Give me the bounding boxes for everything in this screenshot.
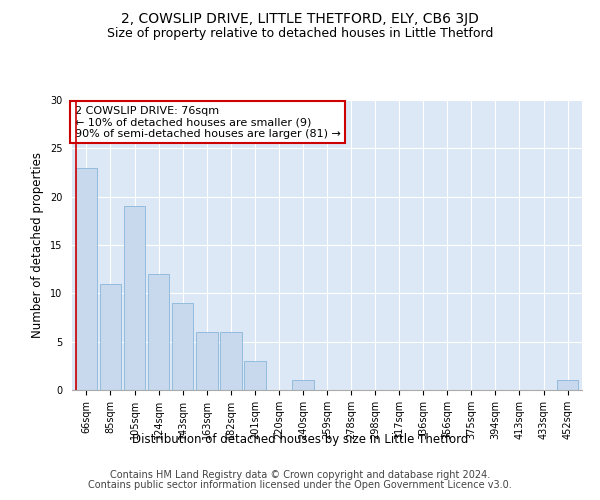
Bar (292, 380, 314, 390)
Text: 2 COWSLIP DRIVE: 76sqm
← 10% of detached houses are smaller (9)
90% of semi-deta: 2 COWSLIP DRIVE: 76sqm ← 10% of detached… (74, 106, 340, 139)
Bar (124, 206, 145, 390)
Text: Distribution of detached houses by size in Little Thetford: Distribution of detached houses by size … (132, 432, 468, 446)
Bar (220, 332, 242, 390)
Y-axis label: Number of detached properties: Number of detached properties (31, 152, 44, 338)
Bar (100, 284, 121, 390)
Bar (76, 168, 97, 390)
Text: 2, COWSLIP DRIVE, LITTLE THETFORD, ELY, CB6 3JD: 2, COWSLIP DRIVE, LITTLE THETFORD, ELY, … (121, 12, 479, 26)
Bar (244, 361, 266, 390)
Text: Size of property relative to detached houses in Little Thetford: Size of property relative to detached ho… (107, 28, 493, 40)
Text: Contains HM Land Registry data © Crown copyright and database right 2024.: Contains HM Land Registry data © Crown c… (110, 470, 490, 480)
Bar (148, 274, 169, 390)
Bar (196, 332, 218, 390)
Bar (172, 303, 193, 390)
Bar (557, 380, 578, 390)
Text: Contains public sector information licensed under the Open Government Licence v3: Contains public sector information licen… (88, 480, 512, 490)
